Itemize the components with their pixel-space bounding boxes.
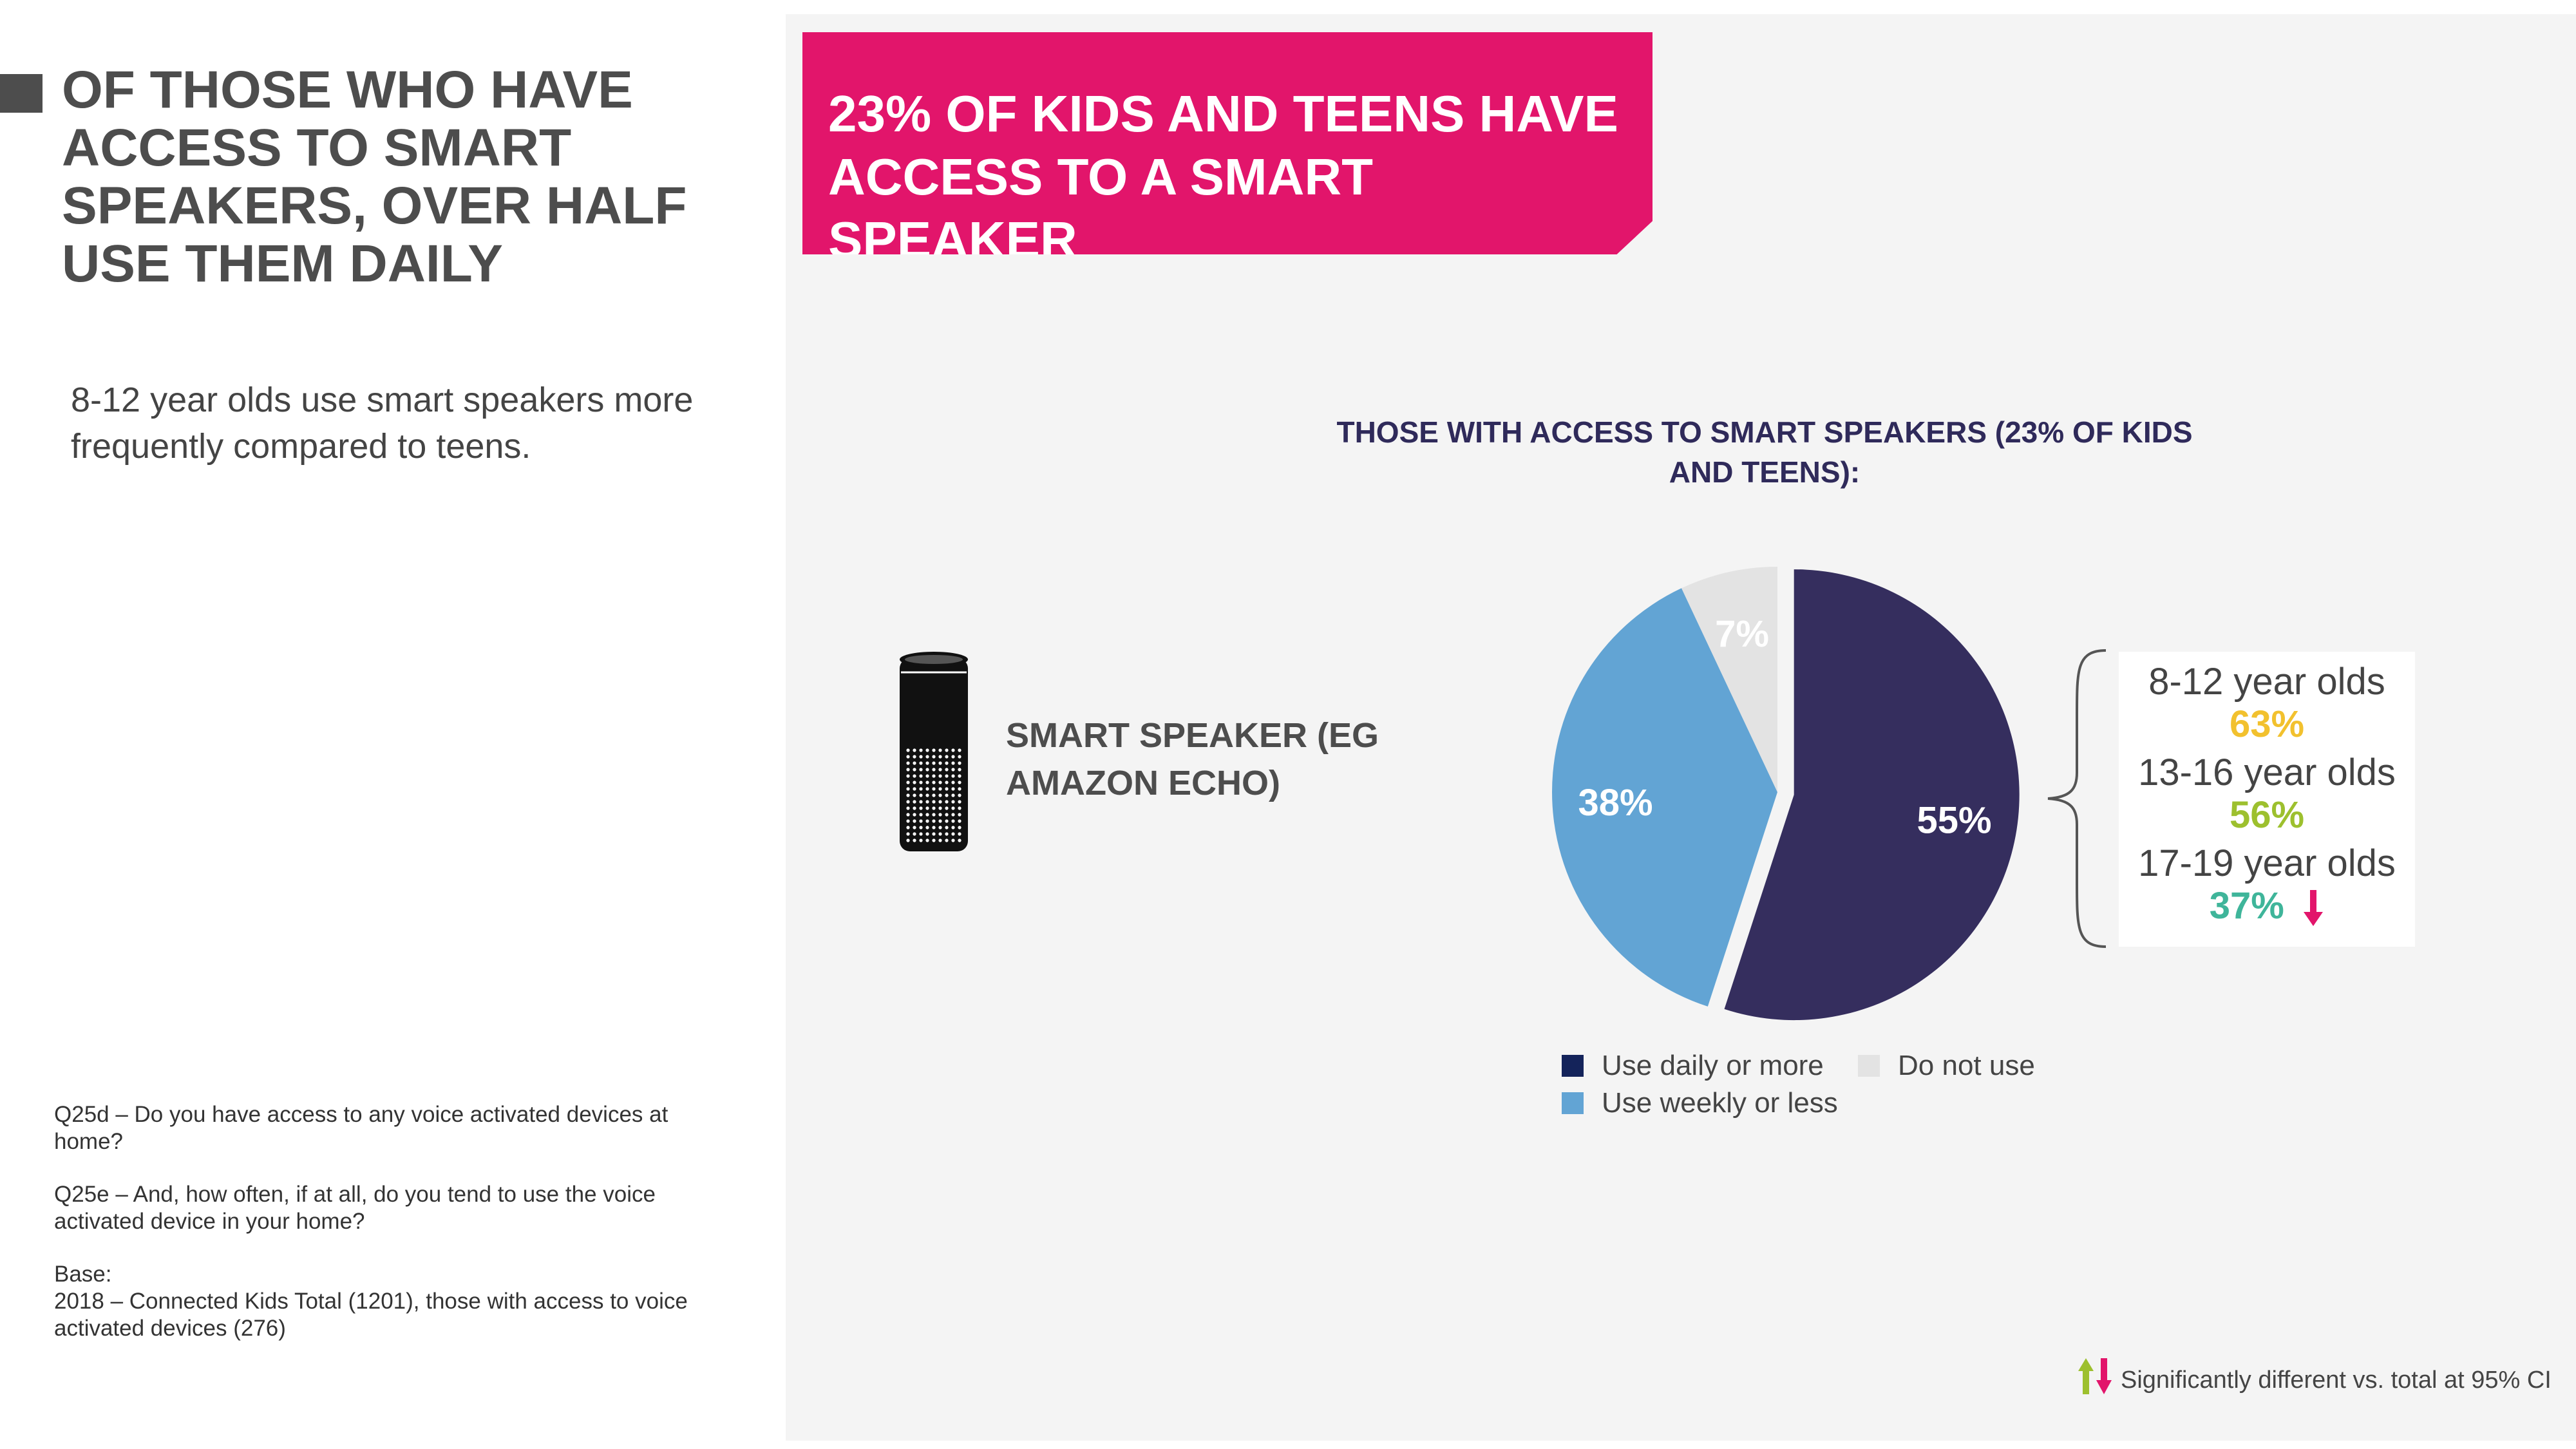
curly-brace-icon [2047,649,2107,948]
legend-label: Use weekly or less [1602,1087,1838,1119]
down-arrow-icon [2304,890,2324,926]
age-value: 37% [2209,885,2284,927]
footnote-q25d: Q25d – Do you have access to any voice a… [54,1102,668,1154]
legend-item-not-use: Do not use [1858,1050,2035,1082]
legend-label: Do not use [1898,1050,2035,1081]
age-breakdown-box: 8-12 year olds 63% 13-16 year olds 56% 1… [2119,652,2415,947]
significance-note-text: Significantly different vs. total at 95%… [2121,1367,2552,1394]
legend-swatch [1858,1055,1880,1077]
usage-pie-chart: 55% 38% 7% [1552,567,2020,1021]
pie-label: 7% [1715,613,1769,655]
title-marker [0,74,43,113]
smart-speaker-icon [900,652,968,851]
pie-slice-do-not-use [1681,567,1777,792]
age-row-8-12: 8-12 year olds 63% [2119,652,2415,745]
footnote-q25e: Q25e – And, how often, if at all, do you… [54,1182,656,1234]
age-value: 56% [2229,794,2305,836]
chart-title: THOSE WITH ACCESS TO SMART SPEAKERS (23%… [1336,415,2193,489]
legend-label: Use daily or more [1602,1050,1824,1081]
footnote-base-text: 2018 – Connected Kids Total (1201), thos… [54,1289,688,1341]
device-label: SMART SPEAKER (EG AMAZON ECHO) [1006,716,1379,802]
left-panel: OF THOSE WHO HAVE ACCESS TO SMART SPEAKE… [0,0,786,1449]
legend-item-daily: Use daily or more [1562,1050,1824,1082]
banner-text: 23% OF KIDS AND TEENS HAVE ACCESS TO A S… [828,85,1618,269]
pie-label: 38% [1578,782,1653,824]
age-row-17-19: 17-19 year olds 37% [2119,833,2415,927]
legend-item-weekly: Use weekly or less [1562,1087,1838,1119]
legend-swatch [1562,1092,1584,1114]
age-label: 13-16 year olds [2138,752,2396,793]
pie-label: 55% [1917,799,1992,841]
age-label: 17-19 year olds [2138,842,2396,884]
age-label: 8-12 year olds [2148,661,2385,703]
footnote-base-label: Base: [54,1262,112,1287]
age-value: 63% [2229,703,2305,745]
age-row-13-16: 13-16 year olds 56% [2119,743,2415,836]
legend-swatch [1562,1055,1584,1077]
summary-text: 8-12 year olds use smart speakers more f… [71,381,694,466]
page-headline: OF THOSE WHO HAVE ACCESS TO SMART SPEAKE… [62,61,687,293]
significance-arrows-icon [2078,1358,2112,1394]
significance-note: Significantly different vs. total at 95%… [2077,1357,2552,1396]
pie-slice-use-weekly-or-less [1552,588,1777,1007]
pie-slice-use-daily-or-more [1724,569,2020,1021]
headline-banner: 23% OF KIDS AND TEENS HAVE ACCESS TO A S… [802,32,1653,254]
